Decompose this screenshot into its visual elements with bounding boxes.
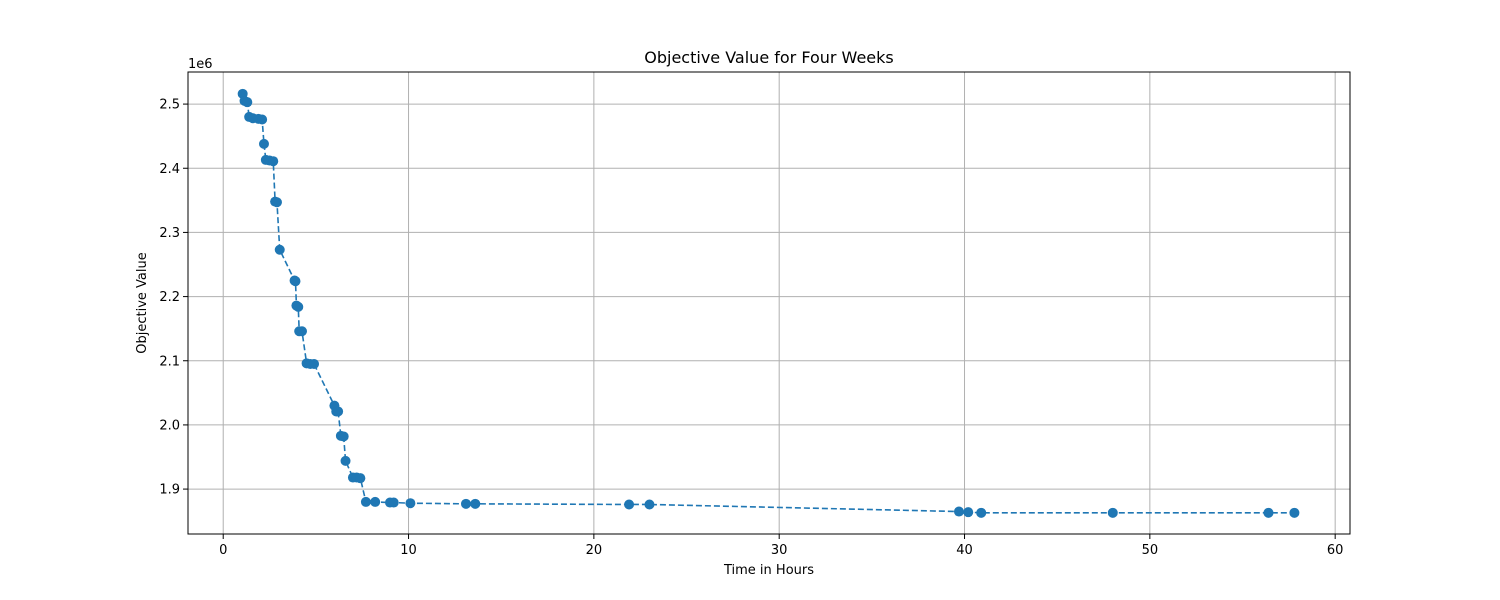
- data-point: [271, 197, 282, 208]
- y-tick-label: 2.2: [159, 290, 180, 305]
- data-point: [388, 497, 399, 508]
- data-point: [370, 496, 381, 507]
- plot-frame: [187, 71, 1351, 535]
- data-point: [460, 498, 471, 509]
- data-point: [258, 138, 269, 149]
- data-point: [360, 496, 371, 507]
- data-point: [644, 499, 655, 510]
- data-point: [624, 499, 635, 510]
- y-tick-label: 2.5: [159, 98, 180, 113]
- x-tick-label: 40: [956, 543, 973, 558]
- x-axis-title: Time in Hours: [723, 563, 814, 578]
- x-tick-label: 10: [400, 543, 417, 558]
- data-point: [1263, 507, 1274, 518]
- x-tick-label: 30: [771, 543, 788, 558]
- data-point: [293, 301, 304, 312]
- y-offset-label: 1e6: [188, 57, 213, 72]
- data-point: [296, 326, 307, 337]
- data-point: [333, 406, 344, 417]
- data-point: [1107, 507, 1118, 518]
- data-point: [290, 276, 301, 287]
- y-axis-title: Objective Value: [135, 252, 150, 353]
- data-point: [268, 156, 279, 167]
- y-tick-label: 2.4: [159, 162, 180, 177]
- data-point: [338, 431, 349, 442]
- data-point: [976, 507, 987, 518]
- x-tick-label: 50: [1142, 543, 1159, 558]
- y-tick-label: 1.9: [159, 483, 180, 498]
- data-point: [242, 97, 253, 108]
- x-tick-label: 20: [586, 543, 603, 558]
- data-point: [355, 473, 366, 484]
- data-point: [274, 244, 285, 255]
- grid-layer: [188, 72, 1350, 534]
- data-point: [405, 498, 416, 509]
- series-line: [241, 93, 1295, 514]
- data-point: [1289, 507, 1300, 518]
- y-tick-label: 2.3: [159, 226, 180, 241]
- x-tick-label: 60: [1327, 543, 1344, 558]
- data-point: [309, 358, 320, 369]
- data-point: [963, 507, 974, 518]
- chart-title: Objective Value for Four Weeks: [644, 48, 893, 67]
- data-point: [340, 455, 351, 466]
- series-layer: [237, 88, 1300, 518]
- y-tick-label: 2.0: [159, 418, 180, 433]
- data-point: [257, 114, 268, 125]
- tick-layer: 0 10 20 30 40 50 60 1.9 2.0 2.1 2.2 2.3 2.4 2.5: [159, 98, 1343, 558]
- data-point: [470, 498, 481, 509]
- x-tick-label: 0: [219, 543, 227, 558]
- y-tick-label: 2.1: [159, 354, 180, 369]
- data-point: [953, 506, 964, 517]
